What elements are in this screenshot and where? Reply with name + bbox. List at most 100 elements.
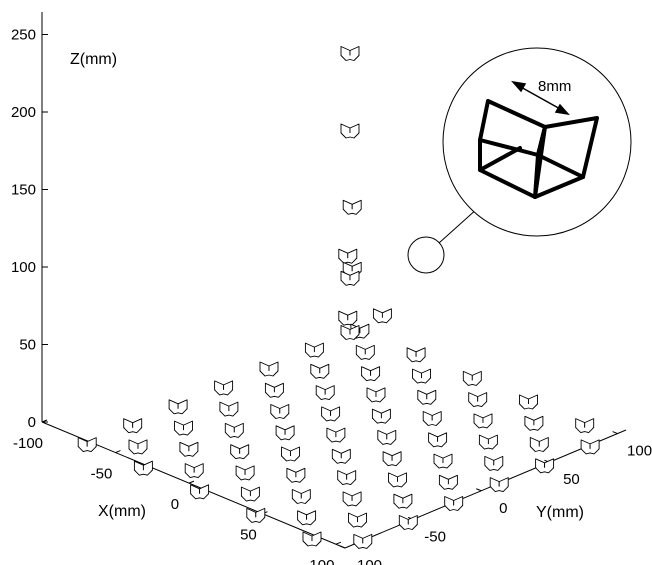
data-point-marker (270, 404, 290, 419)
data-point-marker (326, 427, 346, 443)
data-point-marker (340, 325, 360, 340)
data-point-marker (524, 415, 544, 431)
y-tick-label: 100 (627, 443, 652, 460)
data-point-marker (580, 439, 600, 455)
data-point-marker (235, 465, 255, 481)
x-tick-mark (41, 419, 48, 423)
data-point-marker (428, 432, 448, 448)
data-point-marker (331, 448, 351, 464)
y-tick-mark (476, 488, 482, 492)
x-tick-label: -100 (13, 435, 43, 452)
data-point-marker (240, 486, 260, 502)
data-point-marker (219, 401, 239, 417)
y-tick-label: 50 (563, 471, 580, 488)
y-tick-label: 0 (499, 500, 507, 517)
data-point-marker (338, 310, 358, 326)
data-point-marker (422, 411, 442, 426)
data-point-marker (297, 510, 317, 526)
data-point-marker (355, 344, 375, 360)
data-point-marker (398, 515, 418, 530)
data-point-marker (377, 429, 397, 445)
x-tick-label: 50 (240, 527, 257, 544)
z-tick-label: 100 (11, 259, 36, 276)
z-axis-title: Z(mm) (70, 51, 117, 68)
data-point-marker (382, 451, 402, 467)
inset-scale-label: 8mm (538, 78, 571, 95)
y-tick-label: -100 (352, 557, 382, 565)
data-point-marker (184, 463, 204, 479)
z-tick-label: 0 (28, 414, 36, 431)
data-point-marker (478, 434, 498, 450)
data-point-marker (484, 455, 504, 471)
data-point-marker (291, 489, 311, 504)
x-tick-mark (188, 480, 195, 484)
x-tick-mark (115, 450, 121, 454)
data-point-marker (179, 441, 199, 457)
data-point-marker (342, 199, 362, 215)
y-axis-title: Y(mm) (536, 504, 584, 521)
data-point-marker (473, 413, 493, 429)
data-point-marker (348, 512, 367, 528)
data-point-marker (406, 347, 426, 363)
data-point-marker (444, 496, 464, 511)
data-point-marker (168, 399, 188, 415)
data-point-marker (230, 444, 250, 460)
y-tick-mark (612, 431, 618, 435)
inset-large-circle (442, 47, 632, 237)
data-point-marker (340, 123, 360, 139)
data-point-marker (433, 453, 453, 469)
data-point-marker (340, 270, 360, 286)
z-tick-label: 150 (11, 182, 36, 199)
data-point-marker (438, 474, 458, 490)
x-axis-title: X(mm) (98, 503, 146, 520)
z-tick-label: 250 (11, 27, 36, 44)
data-point-marker (321, 406, 341, 422)
data-point-marker (214, 380, 234, 396)
x-tick-label: 100 (309, 557, 334, 565)
data-point-marker (224, 422, 244, 438)
data-point-marker (393, 493, 413, 509)
data-point-marker (535, 458, 555, 474)
data-point-marker (338, 248, 358, 264)
z-tick-label: 200 (11, 104, 36, 121)
data-point-marker (128, 439, 148, 455)
data-point-marker (190, 484, 210, 500)
data-point-marker (275, 425, 295, 441)
data-point-marker (519, 394, 538, 410)
data-point-marker (575, 418, 595, 434)
x-axis-line (41, 421, 346, 549)
y-axis-line (344, 429, 627, 549)
data-point-marker (417, 389, 437, 405)
data-markers (77, 46, 600, 549)
y-tick-label: -50 (424, 528, 446, 545)
inset-magnifier: 8mm (407, 47, 632, 274)
data-point-marker (371, 408, 391, 424)
inset-small-circle (407, 236, 445, 274)
x-tick-label: 0 (171, 496, 179, 513)
data-point-marker (337, 470, 357, 486)
data-point-marker (259, 361, 279, 377)
data-point-marker (246, 507, 266, 523)
y-axis-ticks: -100 -50 0 50 100 (339, 431, 652, 565)
z-axis-ticks: 0 50 100 150 200 250 (11, 27, 48, 431)
data-point-marker (489, 477, 509, 493)
data-point-marker (366, 387, 386, 403)
inset-leader-line (438, 207, 479, 244)
data-point-marker (340, 46, 360, 61)
x-tick-label: -50 (91, 466, 113, 483)
data-point-marker (310, 363, 330, 379)
x-tick-mark (335, 541, 342, 545)
data-point-marker (133, 460, 153, 476)
data-point-marker (174, 420, 193, 436)
data-point-marker (286, 467, 306, 483)
data-point-marker (302, 531, 322, 547)
data-point-marker (462, 370, 482, 386)
data-point-marker (388, 472, 407, 488)
inset-book-marker (478, 99, 599, 199)
data-point-marker (77, 437, 97, 453)
y-tick-mark (339, 545, 346, 549)
data-point-marker (529, 437, 549, 452)
data-point-marker (123, 418, 143, 434)
data-point-marker (315, 385, 335, 401)
